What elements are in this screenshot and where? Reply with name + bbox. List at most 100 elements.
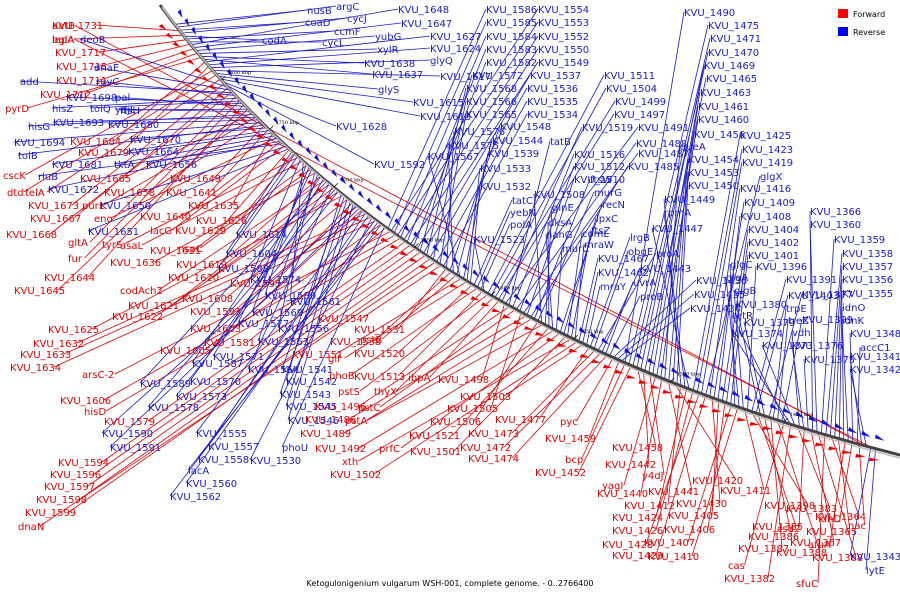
tick-label: 1800 kbp (227, 70, 251, 76)
forward-leader-line (429, 299, 500, 378)
forward-leader-line (673, 383, 737, 481)
reverse-leader-line (237, 168, 313, 324)
reverse-leader-line (65, 96, 244, 105)
forward-leader-line (49, 91, 233, 235)
reverse-gene-label: KVU_1355 (842, 289, 893, 300)
reverse-leader-line (501, 126, 583, 302)
forward-leader-line (73, 34, 184, 40)
reverse-leader-line (825, 252, 843, 435)
reverse-leader-line (809, 223, 818, 433)
reverse-feature-arrow (782, 407, 792, 415)
legend-forward-label: Forward (853, 10, 885, 19)
forward-gene-label: cas (728, 561, 745, 572)
forward-feature-arrow (186, 59, 195, 66)
reverse-leader-line (644, 77, 707, 372)
forward-leader-line (481, 303, 506, 380)
forward-feature-arrow (315, 187, 325, 193)
forward-gene-label: fur (68, 254, 83, 265)
forward-gene-label: pyc (560, 417, 578, 428)
reverse-leader-line (537, 191, 595, 322)
reverse-leader-line (777, 319, 789, 421)
forward-leader-line (770, 417, 783, 549)
forward-leader-line (225, 198, 349, 299)
reverse-leader-line (416, 61, 539, 250)
reverse-leader-line (533, 193, 542, 324)
forward-leader-line (350, 287, 478, 376)
forward-gene-label: KVU_1520 (354, 349, 405, 360)
reverse-gene-label: KVU_1549 (538, 58, 589, 69)
reverse-leader-line (652, 105, 699, 375)
reverse-leader-line (473, 238, 485, 292)
reverse-gene-label: mraY (600, 282, 627, 293)
reverse-feature-arrow (314, 154, 321, 163)
reverse-gene-label: KVU_1519 (582, 123, 633, 134)
reverse-gene-label: KVU_1343 (850, 552, 900, 563)
forward-feature-arrow (399, 251, 409, 256)
reverse-feature-arrow (647, 357, 656, 365)
reverse-leader-line (17, 124, 265, 156)
reverse-leader-line (664, 145, 681, 380)
reverse-leader-line (791, 331, 800, 428)
reverse-feature-arrow (659, 362, 668, 370)
forward-leader-line (91, 194, 344, 330)
reverse-leader-line (51, 97, 239, 109)
reverse-gene-label: KVU_1555 (196, 429, 247, 440)
tick-mark (333, 183, 339, 188)
reverse-feature-arrow (184, 18, 190, 27)
reverse-gene-label: KVU_1614 (236, 230, 287, 241)
reverse-leader-line (93, 66, 231, 91)
reverse-gene-label: KVU_1567 (428, 152, 479, 163)
forward-gene-label: KVU_1407 (644, 538, 695, 549)
forward-gene-label: purL (82, 201, 105, 212)
forward-gene-label: KVU_1649 (170, 174, 221, 185)
reverse-leader-line (212, 70, 441, 77)
reverse-feature-arrow (348, 183, 356, 192)
forward-feature-arrow (256, 133, 265, 140)
reverse-gene-label: glgX (760, 172, 782, 183)
reverse-gene-label: KVU_1568 (466, 84, 517, 95)
reverse-gene-label: KVU_1561 (290, 297, 341, 308)
forward-gene-label: nspC (178, 244, 203, 255)
forward-gene-label: KVU_1424 (612, 513, 663, 524)
reverse-gene-label: KVU_1543 (280, 390, 331, 401)
forward-feature-arrow (389, 244, 399, 249)
reverse-leader-line (147, 188, 336, 408)
forward-gene-label: prfC (379, 444, 400, 455)
forward-gene-label: KVU_1385 (752, 522, 803, 533)
reverse-gene-label: KVU_1471 (710, 34, 761, 45)
reverse-leader-line (87, 148, 290, 232)
reverse-leader-line (656, 118, 699, 377)
reverse-leader-line (139, 181, 327, 384)
forward-feature-arrow (557, 342, 567, 347)
reverse-gene-label: KVU_1578 (148, 403, 199, 414)
reverse-gene-label: KVU_1664 (128, 147, 179, 158)
forward-feature-arrow (749, 421, 760, 426)
reverse-leader-line (403, 35, 539, 241)
reverse-gene-label: KVU_1512 (574, 162, 625, 173)
forward-gene-label: KVU_1605 (160, 346, 211, 357)
reverse-gene-label: KVU_1589 (140, 379, 191, 390)
tick-mark (490, 291, 496, 296)
forward-gene-label: phoB (329, 371, 355, 382)
reverse-leader-line (249, 217, 373, 461)
reverse-gene-label: treZ (788, 316, 809, 327)
reverse-leader-line (175, 190, 339, 397)
reverse-leader-line (747, 265, 757, 411)
reverse-leader-line (470, 185, 481, 284)
reverse-leader-line (193, 22, 402, 49)
forward-leader-line (153, 172, 317, 263)
reverse-leader-line (217, 75, 414, 103)
reverse-leader-line (593, 250, 629, 349)
reverse-feature-arrow (289, 131, 295, 141)
forward-gene-label: pyrD (5, 104, 29, 115)
reverse-leader-line (729, 263, 736, 406)
reverse-gene-label: KVU_1462 (598, 268, 649, 279)
forward-leader-line (452, 326, 550, 436)
forward-leader-line (397, 290, 484, 377)
reverse-gene-label: KVU_1604 (226, 249, 277, 260)
reverse-leader-line (222, 81, 337, 127)
forward-feature-arrow (512, 320, 523, 325)
reverse-leader-line (220, 78, 421, 117)
reverse-feature-arrow (492, 281, 501, 290)
forward-gene-label: glf (328, 354, 341, 365)
